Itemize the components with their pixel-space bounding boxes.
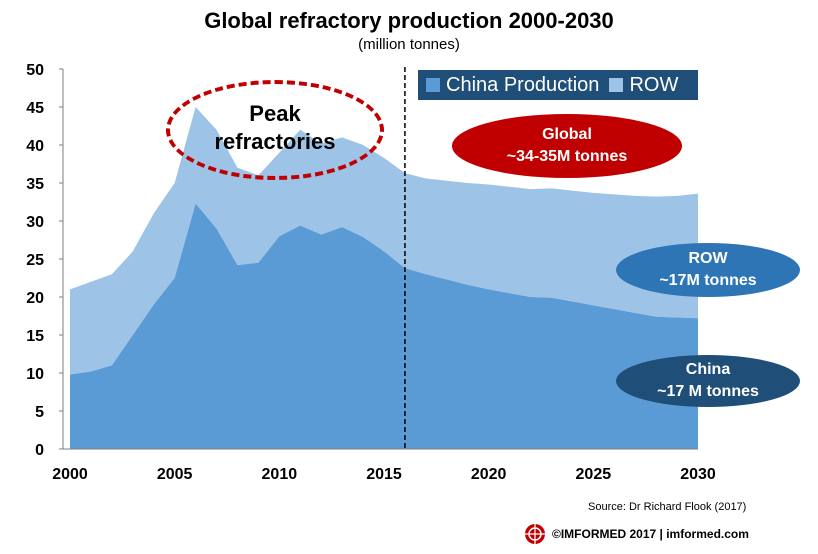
x-tick-label: 2030 [680, 466, 716, 483]
y-tick-label: 45 [26, 100, 44, 117]
row-label-1: ROW [688, 250, 728, 267]
y-tick-label: 15 [26, 328, 44, 345]
peak-dashed-ellipse [166, 80, 384, 180]
chart-title: Global refractory production 2000-2030 [204, 8, 614, 33]
y-tick-label: 5 [35, 404, 44, 421]
legend-item-row: ROW [609, 74, 678, 97]
x-tick-label: 2025 [576, 466, 612, 483]
legend-swatch-china [426, 78, 440, 92]
row-ellipse: ROW ~17M tonnes [616, 243, 800, 297]
china-label-2: ~17 M tonnes [657, 383, 759, 400]
x-tick-label: 2020 [471, 466, 507, 483]
china-area [70, 203, 698, 449]
global-ellipse: Global ~34-35M tonnes [452, 114, 682, 178]
legend-label-china: China Production [446, 73, 600, 96]
y-tick-label: 50 [26, 62, 44, 79]
legend: China Production ROW [418, 70, 698, 100]
peak-line2: refractories [214, 129, 336, 154]
legend-item-china: China Production [426, 74, 599, 97]
y-tick-label: 10 [26, 366, 44, 383]
global-label-2: ~34-35M tonnes [506, 148, 628, 165]
footer-text: ©IMFORMED 2017 | imformed.com [552, 527, 749, 541]
footer: ©IMFORMED 2017 | imformed.com [524, 523, 749, 545]
y-tick-label: 25 [26, 252, 44, 269]
x-tick-label: 2010 [262, 466, 298, 483]
x-tick-label: 2005 [157, 466, 193, 483]
global-label-1: Global [542, 126, 592, 143]
peak-line1: Peak [249, 101, 301, 126]
chart-subtitle: (million tonnes) [358, 36, 460, 53]
x-tick-label: 2015 [366, 466, 402, 483]
y-tick-label: 20 [26, 290, 44, 307]
source-note: Source: Dr Richard Flook (2017) [588, 501, 747, 513]
row-label-2: ~17M tonnes [659, 272, 757, 289]
y-tick-label: 35 [26, 176, 44, 193]
y-tick-label: 30 [26, 214, 44, 231]
legend-label-row: ROW [629, 73, 679, 96]
legend-swatch-row [609, 78, 624, 92]
imformed-logo-icon [525, 524, 545, 544]
x-tick-label: 2000 [52, 466, 88, 483]
china-ellipse: China ~17 M tonnes [616, 355, 800, 407]
y-tick-label: 40 [26, 138, 44, 155]
y-tick-label: 0 [35, 442, 44, 459]
china-label-1: China [685, 361, 731, 378]
peak-annotation: Peak refractories [166, 100, 384, 156]
